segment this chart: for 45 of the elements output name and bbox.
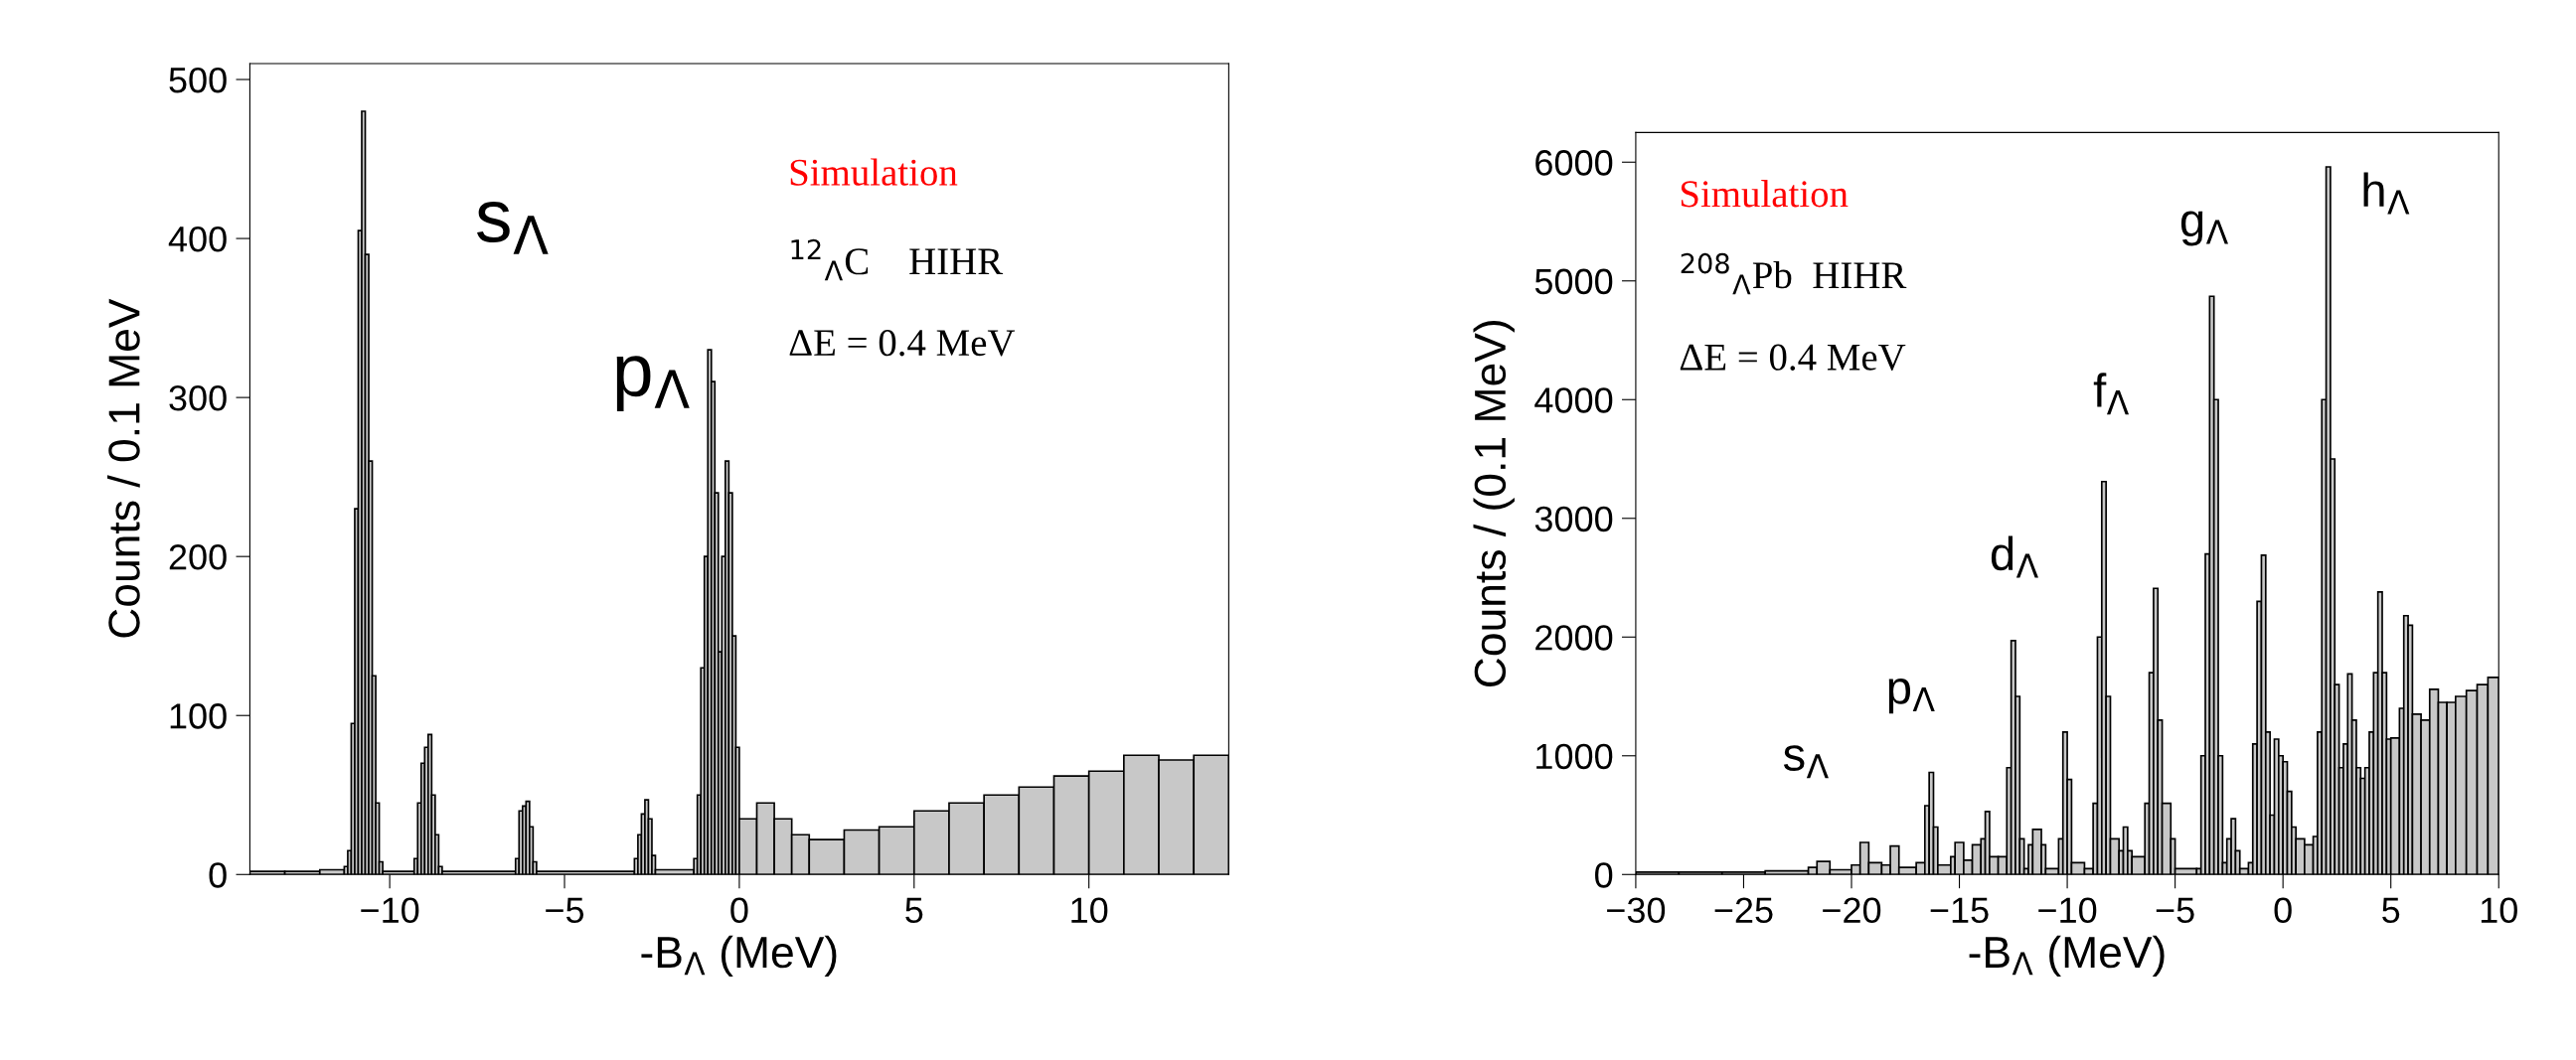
x-tick-label: −5 — [546, 897, 584, 924]
y-tick-label: 400 — [168, 226, 227, 252]
x-tick-label: 0 — [730, 897, 748, 924]
annotation: $^{208}$$_{Λ}$Pb HIHR — [1681, 252, 1907, 295]
x-axis-title: -B$_{Λ}$ (MeV) — [641, 935, 837, 978]
x-tick-label: 10 — [1071, 897, 1108, 924]
x-tick-label: 10 — [2481, 897, 2517, 924]
x-tick-label: −10 — [361, 897, 419, 924]
x-axis-title: -B$_{Λ}$ (MeV) — [1969, 935, 2165, 978]
y-tick-label: 0 — [1595, 862, 1613, 888]
y-tick-label: 200 — [169, 544, 227, 570]
y-tick-label: 3000 — [1534, 506, 1613, 532]
annotation: p$_{Λ}$ — [616, 356, 690, 412]
y-tick-label: 5000 — [1534, 268, 1613, 295]
annotation: g$_{Λ}$ — [2180, 211, 2229, 246]
y-tick-label: 2000 — [1535, 625, 1613, 651]
annotation: h$_{Λ}$ — [2363, 172, 2410, 215]
annotation: s$_{Λ}$ — [477, 202, 549, 254]
annotation: s$_{Λ}$ — [1783, 745, 1829, 779]
annotation: p$_{Λ}$ — [1888, 678, 1935, 714]
x-tick-label: −20 — [1823, 897, 1881, 924]
y-tick-label: 500 — [169, 67, 227, 93]
y-tick-label: 100 — [170, 703, 227, 729]
x-tick-label: 5 — [905, 897, 923, 924]
annotation: d$_{Λ}$ — [1991, 535, 2038, 578]
x-tick-label: 5 — [2382, 897, 2400, 924]
y-tick-label: 0 — [209, 862, 227, 888]
annotation: Simulation — [790, 158, 958, 186]
y-tick-label: 4000 — [1534, 387, 1613, 413]
annotation: f$_{Λ}$ — [2093, 373, 2130, 415]
x-tick-label: −10 — [2038, 897, 2097, 924]
y-tick-label: 6000 — [1535, 150, 1613, 176]
y-axis-title: Counts / (0.1 MeV) — [1473, 321, 1515, 687]
annotation: $^{12}$$_{Λ}$C HIHR — [791, 238, 1004, 281]
x-tick-label: −25 — [1714, 897, 1773, 924]
x-tick-label: −15 — [1930, 897, 1989, 924]
y-axis-title: Counts / 0.1 MeV — [107, 298, 140, 638]
annotation: ΔE = 0.4 MeV — [789, 330, 1016, 357]
x-tick-label: 0 — [2274, 897, 2292, 924]
x-tick-label: −30 — [1607, 897, 1666, 924]
annotation: Simulation — [1681, 180, 1849, 208]
y-tick-label: 1000 — [1536, 743, 1613, 770]
y-tick-label: 300 — [169, 384, 227, 411]
x-tick-label: −5 — [2156, 897, 2194, 924]
annotation: ΔE = 0.4 MeV — [1680, 344, 1906, 371]
